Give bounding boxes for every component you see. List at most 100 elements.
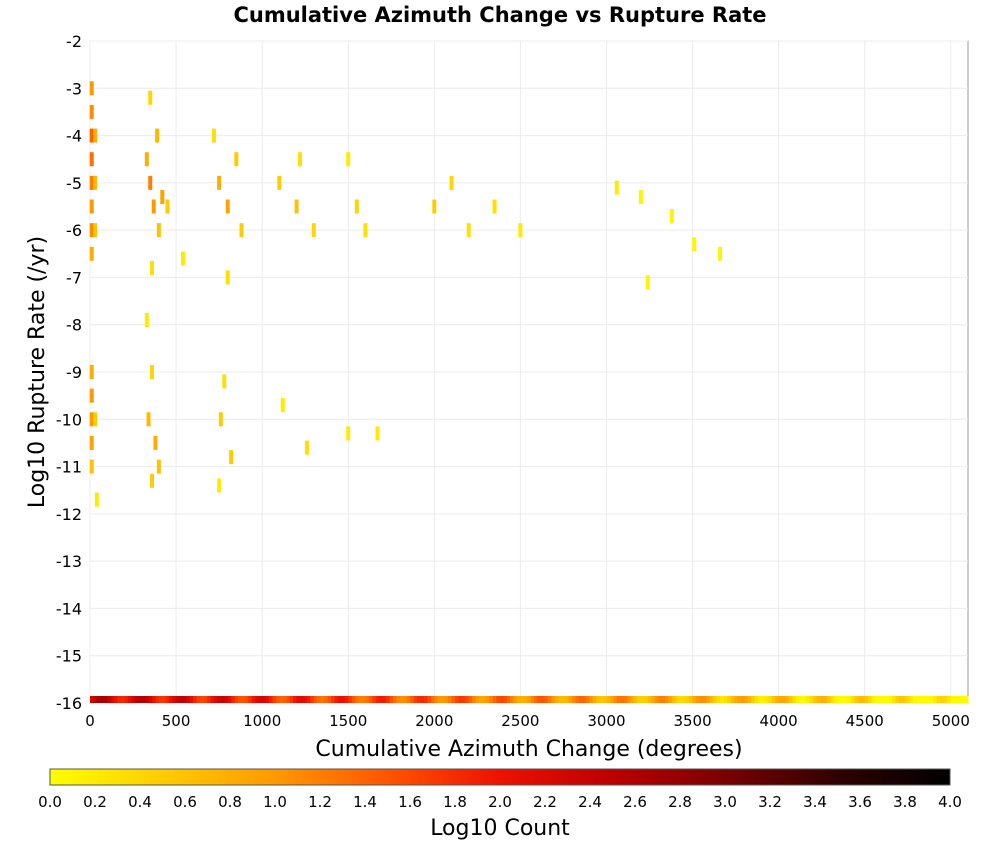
heatmap-cell	[89, 365, 94, 379]
heatmap-cell	[234, 152, 239, 167]
bottom-band-cell	[713, 696, 718, 703]
bottom-band-cell	[541, 696, 545, 703]
bottom-band-cell	[227, 696, 232, 703]
heatmap-cell	[211, 128, 216, 143]
bottom-band-cell	[485, 696, 490, 703]
bottom-band-cell	[262, 696, 267, 703]
heatmap-cell	[89, 104, 94, 119]
y-tick-label: -9	[66, 363, 82, 382]
bottom-band-cell	[244, 696, 249, 703]
x-tick-label: 4500	[846, 712, 884, 730]
bottom-band-cell	[506, 696, 511, 703]
y-tick-label: -10	[56, 410, 82, 429]
bottom-band-cell	[840, 696, 845, 703]
heatmap-cell	[93, 223, 98, 238]
y-tick-label: -14	[56, 599, 82, 618]
bottom-band-cell	[90, 696, 94, 703]
bottom-band-cell	[275, 696, 280, 703]
bottom-band-cell	[864, 696, 869, 703]
bottom-band-cell	[134, 696, 139, 703]
heatmap-cell	[518, 223, 523, 238]
bottom-band-cell	[630, 696, 635, 703]
heatmap-cell	[89, 223, 94, 238]
heatmap-cell	[94, 492, 99, 507]
bottom-band-cell	[778, 696, 783, 703]
bottom-band-cell	[461, 696, 466, 703]
bottom-band-cell	[892, 696, 897, 703]
colorbar-tick-label: 3.0	[713, 793, 737, 811]
heatmap-cell	[298, 152, 303, 167]
y-tick-label: -2	[66, 32, 82, 51]
heatmap-cell	[614, 180, 619, 195]
heatmap-cell	[144, 312, 149, 327]
bottom-band-cell	[551, 696, 556, 703]
heatmap-cell	[149, 365, 154, 379]
bottom-band-cell	[930, 696, 935, 703]
bottom-band-cell	[255, 696, 260, 703]
bottom-band-cell	[213, 696, 218, 703]
bottom-band-cell	[403, 696, 408, 703]
heatmap-cell	[669, 208, 674, 223]
bottom-band-cell	[613, 696, 618, 703]
bottom-band-cell	[730, 696, 735, 703]
heatmap-cell	[229, 450, 234, 465]
bottom-band-cell	[220, 696, 225, 703]
bottom-band-cell	[937, 696, 941, 703]
bottom-band-cell	[682, 696, 687, 703]
bottom-band-cell	[899, 696, 904, 703]
bottom-band-cell	[788, 696, 793, 703]
bottom-band-cell	[733, 696, 738, 703]
bottom-band-cell	[875, 696, 879, 703]
bottom-band-cell	[606, 696, 611, 703]
bottom-band-cell	[503, 696, 508, 703]
bottom-band-cell	[475, 696, 480, 703]
bottom-band-cell	[516, 696, 521, 703]
colorbar-tick-label: 0.0	[38, 793, 62, 811]
colorbar-tick-label: 3.4	[803, 793, 827, 811]
bottom-band-cell	[565, 696, 570, 703]
bottom-band-cell	[527, 696, 532, 703]
bottom-band-cell	[151, 696, 156, 703]
bottom-band-cell	[819, 696, 824, 703]
bottom-band-cell	[510, 696, 515, 703]
heatmap-cell	[218, 412, 223, 427]
heatmap-cell	[93, 128, 98, 143]
bottom-band-cell	[468, 696, 473, 703]
bottom-band-cell	[616, 696, 621, 703]
x-tick-label: 3500	[673, 712, 711, 730]
bottom-band-cell	[162, 696, 167, 703]
heatmap-cell	[89, 175, 94, 190]
bottom-band-cell	[603, 696, 607, 703]
x-axis-label: Cumulative Azimuth Change (degrees)	[315, 737, 742, 762]
bottom-band-cell	[341, 696, 346, 703]
bottom-band-cell	[881, 696, 886, 703]
bottom-band-cell	[289, 696, 294, 703]
bottom-band-cell	[558, 696, 563, 703]
colorbar-tick-label: 1.0	[263, 793, 287, 811]
bottom-band-cell	[303, 696, 308, 703]
bottom-band-cell	[720, 696, 725, 703]
bottom-band-cell	[117, 696, 122, 703]
heatmap-cell	[466, 223, 471, 238]
bottom-band-cell	[943, 696, 948, 703]
bottom-band-cell	[885, 696, 890, 703]
bottom-band-cell	[706, 696, 711, 703]
bottom-band-cell	[489, 696, 494, 703]
y-tick-label: -6	[66, 221, 82, 240]
bottom-band-cell	[637, 696, 642, 703]
bottom-band-cell	[964, 696, 969, 703]
bottom-band-cell	[238, 696, 242, 703]
y-tick-label: -7	[66, 268, 82, 287]
bottom-band-cell	[764, 696, 769, 703]
bottom-band-cell	[334, 696, 339, 703]
heatmap-cell	[146, 412, 151, 427]
x-tick-label: 1500	[329, 712, 367, 730]
bottom-band-cell	[620, 696, 625, 703]
colorbar-tick-label: 0.2	[83, 793, 107, 811]
bottom-band-cell	[386, 696, 391, 703]
bottom-band-cell	[837, 696, 842, 703]
heatmap-cell	[311, 223, 316, 238]
colorbar-tick-label: 2.8	[668, 793, 692, 811]
colorbar-tick-label: 3.2	[758, 793, 782, 811]
bottom-band-cell	[961, 696, 966, 703]
